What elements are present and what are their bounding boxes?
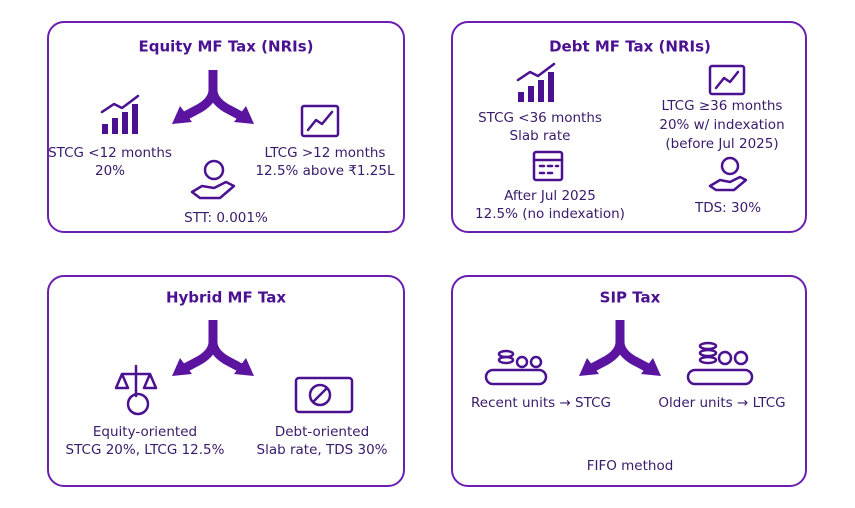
label: LTCG ≥36 months [662,98,783,114]
label: Slab rate, TDS 30% [257,442,388,458]
label: FIFO method [587,458,674,474]
panel-title: SIP Tax [600,289,661,307]
label: 20% [95,163,125,179]
label: Debt-oriented [275,424,369,440]
conveyor-icon [686,341,754,386]
label: 12.5% (no indexation) [475,206,625,222]
calendar-icon [532,150,564,182]
label: STCG 20%, LTCG 12.5% [66,442,225,458]
split-arrow [172,320,254,376]
label: Recent units → STCG [471,395,611,411]
panel-title: Hybrid MF Tax [166,289,286,307]
panel [451,275,807,487]
panel-title: Equity MF Tax (NRIs) [138,38,313,56]
label: Slab rate [510,128,571,144]
panel [47,275,405,487]
rupee-hand-icon [190,159,236,200]
label: 12.5% above ₹1.25L [255,163,395,179]
label: 20% w/ indexation [659,117,784,133]
debt-icon [294,376,354,414]
label: STCG <12 months [48,145,172,161]
growth-icon [100,94,140,134]
split-arrow [579,320,661,376]
label: After Jul 2025 [504,188,596,204]
scale-icon [114,364,158,416]
rupee-hand-icon [708,156,748,192]
chart-icon [708,64,746,96]
label: STT: 0.001% [184,210,268,226]
label: LTCG >12 months [265,145,386,161]
split-arrow [172,70,254,124]
chart-icon [300,104,340,138]
conveyor-icon [484,349,548,386]
panel [47,21,405,233]
label: TDS: 30% [694,200,761,216]
growth-icon [516,62,556,102]
label: (before Jul 2025) [665,136,778,152]
label: Older units → LTCG [658,395,785,411]
label: STCG <36 months [478,110,602,126]
panel-title: Debt MF Tax (NRIs) [549,38,711,56]
label: Equity-oriented [93,424,197,440]
